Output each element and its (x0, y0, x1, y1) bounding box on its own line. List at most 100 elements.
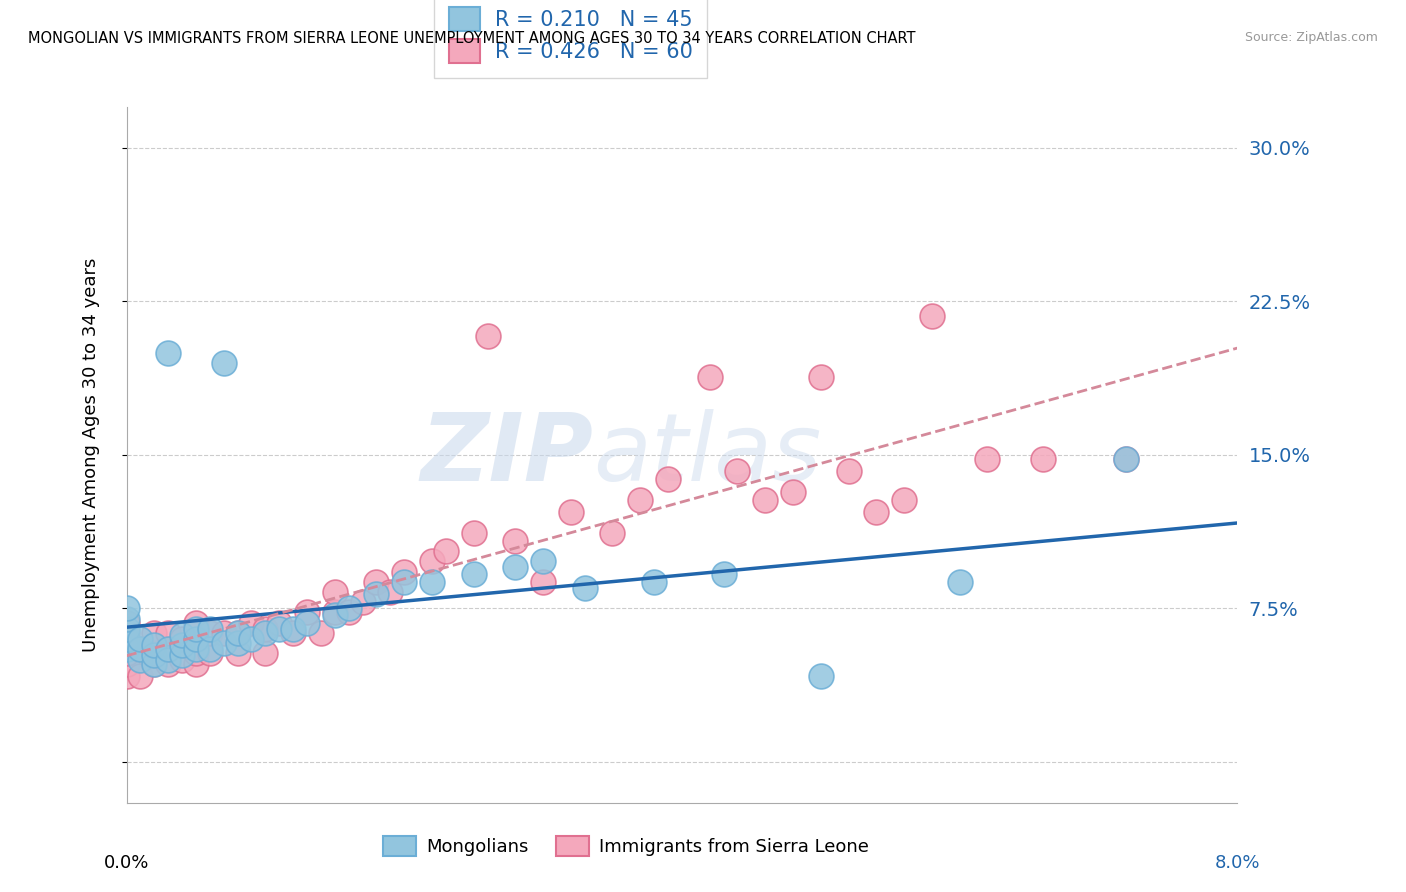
Point (295, 615, 318, 630)
Point (115, 626, 138, 640)
Point (198, 647, 221, 661)
Point (115, 647, 138, 661)
Point (157, 626, 180, 640)
Legend: Mongolians, Immigrants from Sierra Leone: Mongolians, Immigrants from Sierra Leone (377, 829, 876, 863)
Text: atlas: atlas (593, 409, 821, 500)
Point (143, 626, 166, 640)
Point (143, 648, 166, 663)
Point (172, 632, 194, 646)
Point (352, 595, 374, 609)
Point (157, 642, 180, 657)
Point (394, 574, 416, 589)
Point (503, 560, 526, 574)
Point (226, 647, 249, 661)
Point (184, 622, 207, 636)
Point (226, 626, 249, 640)
Point (129, 642, 152, 657)
Point (323, 606, 346, 620)
Point (143, 657, 166, 671)
Point (921, 309, 943, 323)
Point (865, 505, 887, 519)
Point (129, 669, 152, 683)
Point (337, 601, 360, 615)
Point (628, 492, 651, 507)
Point (172, 652, 194, 666)
Point (226, 626, 249, 640)
Point (838, 464, 860, 478)
Point (198, 622, 221, 636)
Point (976, 452, 998, 467)
Point (337, 606, 360, 620)
Point (157, 652, 180, 666)
Point (198, 626, 221, 640)
Point (643, 574, 665, 589)
Point (560, 505, 582, 519)
Text: ZIP: ZIP (420, 409, 593, 501)
Point (184, 657, 207, 671)
Point (172, 628, 194, 642)
Point (477, 329, 499, 343)
Point (1032, 452, 1054, 467)
Point (531, 574, 554, 589)
Point (269, 622, 291, 636)
Text: MONGOLIAN VS IMMIGRANTS FROM SIERRA LEONE UNEMPLOYMENT AMONG AGES 30 TO 34 YEARS: MONGOLIAN VS IMMIGRANTS FROM SIERRA LEON… (28, 31, 915, 46)
Point (115, 636, 138, 650)
Point (115, 642, 138, 657)
Point (657, 473, 679, 487)
Text: Source: ZipAtlas.com: Source: ZipAtlas.com (1244, 31, 1378, 45)
Point (254, 622, 277, 636)
Point (713, 566, 735, 581)
Point (143, 647, 166, 661)
Y-axis label: Unemployment Among Ages 30 to 34 years: Unemployment Among Ages 30 to 34 years (82, 258, 100, 652)
Point (157, 657, 180, 671)
Point (115, 669, 138, 683)
Point (212, 636, 235, 650)
Point (172, 648, 194, 663)
Point (172, 638, 194, 652)
Point (420, 574, 443, 589)
Point (323, 585, 346, 599)
Point (366, 587, 388, 601)
Point (810, 669, 832, 683)
Point (157, 345, 180, 359)
Point (1115, 452, 1137, 467)
Point (754, 492, 776, 507)
Point (602, 525, 624, 540)
Point (295, 606, 318, 620)
Text: 8.0%: 8.0% (1215, 854, 1260, 872)
Point (323, 607, 346, 622)
Point (948, 574, 970, 589)
Point (463, 566, 485, 581)
Point (226, 636, 249, 650)
Point (143, 657, 166, 671)
Point (212, 626, 235, 640)
Point (893, 492, 915, 507)
Point (129, 642, 152, 657)
Point (212, 356, 235, 370)
Point (240, 632, 263, 646)
Point (115, 657, 138, 671)
Point (309, 626, 332, 640)
Point (1115, 452, 1137, 467)
Point (420, 554, 443, 568)
Point (129, 652, 152, 666)
Point (254, 647, 277, 661)
Point (810, 370, 832, 384)
Point (115, 612, 138, 626)
Point (115, 632, 138, 646)
Point (157, 642, 180, 657)
Point (531, 554, 554, 568)
Point (254, 626, 277, 640)
Point (281, 622, 304, 636)
Point (434, 544, 457, 558)
Point (725, 464, 748, 478)
Point (143, 638, 166, 652)
Point (394, 565, 416, 579)
Point (115, 601, 138, 615)
Point (198, 642, 221, 657)
Point (503, 533, 526, 548)
Point (574, 581, 596, 595)
Point (380, 585, 402, 599)
Point (115, 615, 138, 630)
Point (184, 632, 207, 646)
